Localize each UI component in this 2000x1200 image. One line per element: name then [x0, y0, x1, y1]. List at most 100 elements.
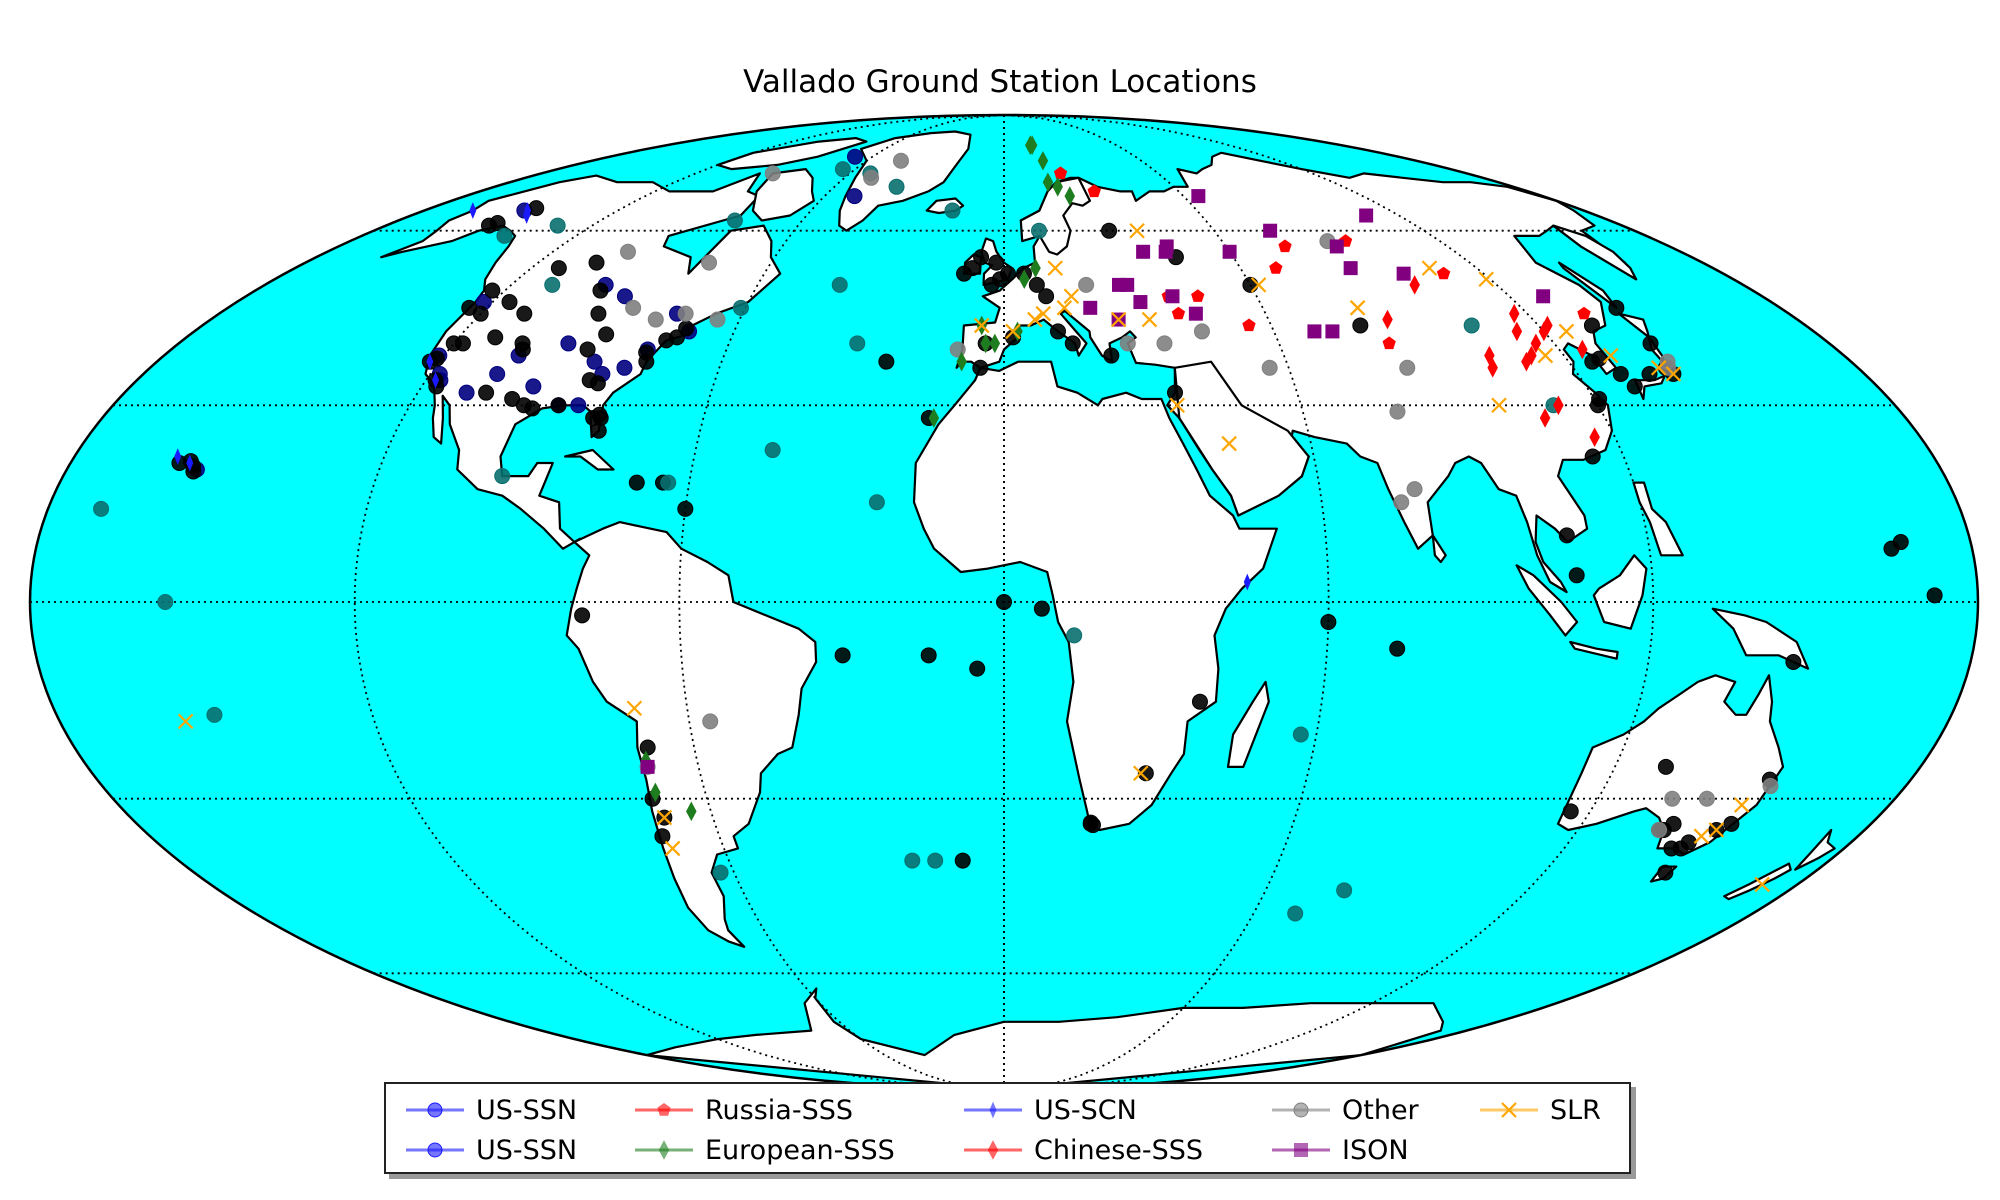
- legend-item-us-scn: US-SCN: [960, 1090, 1137, 1130]
- station-marker-other-black: [489, 215, 506, 232]
- station-marker-other-black: [1191, 693, 1208, 710]
- station-marker-us-scn: [186, 454, 194, 472]
- station-marker-other-black: [1642, 335, 1659, 352]
- station-marker-us-ssn: [489, 365, 506, 382]
- station-marker-other-black: [592, 282, 609, 299]
- meridian-line: [1003, 115, 1330, 1089]
- station-marker-other-gray: [1078, 276, 1095, 293]
- legend-marker: [1294, 1143, 1308, 1157]
- legend-label: ISON: [1342, 1134, 1409, 1166]
- station-marker-slr: [1027, 311, 1043, 328]
- station-marker-us-ssn: [570, 397, 587, 414]
- legend-label: SLR: [1550, 1094, 1601, 1126]
- station-marker-us-scn: [523, 207, 531, 224]
- station-marker-ison: [640, 759, 655, 774]
- station-marker-other-black: [1591, 350, 1608, 367]
- station-marker-other-black: [590, 422, 607, 439]
- station-marker-slr: [1129, 222, 1145, 239]
- station-marker-other-black: [1137, 765, 1154, 782]
- land-new-guinea: [1711, 607, 1810, 670]
- station-marker-european-sss: [956, 351, 967, 372]
- station-marker-slr: [656, 809, 673, 826]
- station-marker-other-black: [988, 254, 1005, 271]
- station-marker-other-gray: [709, 311, 726, 328]
- station-marker-other-gray: [1261, 359, 1278, 376]
- station-marker-other-gray: [702, 713, 719, 730]
- legend-item-chinese-sss: Chinese-SSS: [960, 1130, 1203, 1170]
- station-marker-slr: [1665, 366, 1682, 382]
- land-cuba: [564, 448, 615, 471]
- station-marker-slr: [1047, 260, 1063, 276]
- legend-marker-diamond-icon: [964, 1140, 1022, 1160]
- station-marker-other-black: [1583, 317, 1600, 334]
- station-marker-slr: [1132, 765, 1149, 782]
- station-marker-slr: [1421, 260, 1438, 276]
- legend-marker-circle-icon: [406, 1142, 464, 1158]
- station-marker-slr: [1141, 311, 1158, 328]
- station-marker-chinese-sss: [1409, 275, 1420, 295]
- legend-marker-square-icon: [1272, 1143, 1330, 1157]
- station-marker-other-teal: [944, 202, 961, 219]
- series-other-gray: [619, 152, 1779, 839]
- legend-marker: [427, 1142, 443, 1158]
- legend-item-slr: SLR: [1476, 1090, 1601, 1130]
- station-marker-russia-sss: [1191, 289, 1205, 302]
- station-marker-other-gray: [701, 254, 718, 271]
- station-marker-other-gray: [619, 243, 636, 260]
- station-marker-other-gray: [677, 305, 694, 322]
- legend-marker-diamond-icon: [635, 1140, 693, 1160]
- station-marker-other-gray: [863, 169, 880, 186]
- legend-item-other: Other: [1268, 1090, 1419, 1130]
- land-baffin-island: [751, 168, 815, 222]
- station-marker-other-black: [1608, 299, 1625, 316]
- station-marker-other-teal: [904, 852, 921, 869]
- station-marker-slr: [1250, 277, 1267, 293]
- station-marker-other-black: [588, 254, 605, 271]
- station-marker-other-black: [589, 375, 606, 392]
- land-madagascar: [1226, 680, 1270, 768]
- station-marker-us-ssn: [458, 384, 475, 401]
- station-marker-other-black: [954, 852, 971, 869]
- station-marker-other-teal: [868, 494, 885, 511]
- landmasses: [380, 130, 1836, 1089]
- legend-item-ison: ISON: [1268, 1130, 1409, 1170]
- station-marker-other-black: [996, 594, 1012, 610]
- station-marker-ison: [1136, 244, 1151, 259]
- station-marker-chinese-sss: [1511, 321, 1523, 342]
- station-marker-other-black: [1558, 527, 1575, 544]
- station-marker-other-gray: [1119, 335, 1136, 352]
- land-africa: [912, 360, 1278, 832]
- station-marker-other-black: [677, 500, 694, 517]
- station-marker-chinese-sss: [1484, 345, 1495, 366]
- station-markers: [93, 135, 1943, 922]
- legend: US-SSN US-SSN Russia-SSS European-SSS US…: [384, 1082, 1631, 1174]
- station-marker-slr: [1650, 360, 1667, 376]
- station-marker-other-black: [1389, 640, 1406, 657]
- station-marker-russia-sss: [1577, 306, 1591, 320]
- station-marker-ison: [1329, 239, 1344, 254]
- station-marker-russia-sss: [1171, 306, 1186, 320]
- station-marker-ison: [1188, 306, 1203, 321]
- station-marker-other-gray: [1651, 822, 1668, 839]
- station-marker-slr: [1754, 876, 1770, 893]
- station-marker-other-black: [514, 341, 531, 358]
- station-marker-slr: [664, 840, 681, 857]
- legend-item-us-ssn: US-SSN: [402, 1090, 577, 1130]
- station-marker-other-teal: [831, 276, 848, 293]
- land-japan: [1617, 312, 1670, 401]
- station-marker-russia-sss: [1269, 261, 1283, 274]
- station-marker-other-black: [1320, 614, 1337, 631]
- station-marker-other-black: [1562, 803, 1579, 820]
- station-marker-other-teal: [496, 227, 513, 244]
- station-marker-ison: [1396, 266, 1411, 281]
- station-marker-other-teal: [764, 442, 781, 459]
- station-marker-us-ssn: [846, 148, 863, 165]
- station-marker-ison: [1191, 189, 1206, 204]
- station-marker-other-black: [972, 359, 989, 376]
- station-marker-european-sss: [1042, 172, 1054, 193]
- station-marker-european-sss: [1064, 186, 1076, 206]
- station-marker-other-gray: [1406, 481, 1423, 498]
- station-marker-ison: [1325, 324, 1340, 339]
- station-marker-russia-sss: [1436, 266, 1451, 280]
- station-marker-other-black: [1028, 276, 1045, 293]
